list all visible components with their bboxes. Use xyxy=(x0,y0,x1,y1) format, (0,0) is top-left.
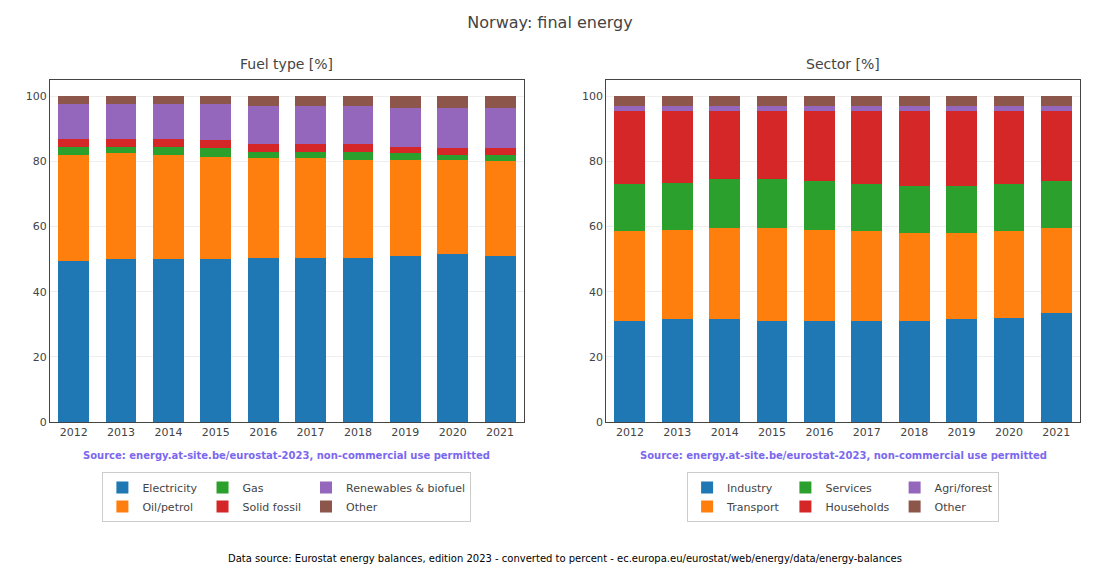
svg-text:2018: 2018 xyxy=(900,426,928,439)
svg-text:2021: 2021 xyxy=(486,426,514,439)
svg-text:2015: 2015 xyxy=(758,426,786,439)
svg-text:80: 80 xyxy=(589,155,603,168)
svg-text:Services: Services xyxy=(825,482,872,495)
svg-text:Data source: Eurostat energy b: Data source: Eurostat energy balances, e… xyxy=(228,553,902,564)
svg-text:60: 60 xyxy=(33,220,47,233)
svg-text:Other: Other xyxy=(935,501,967,514)
svg-text:Agri/forest: Agri/forest xyxy=(935,482,993,495)
svg-text:2016: 2016 xyxy=(249,426,277,439)
svg-text:2017: 2017 xyxy=(853,426,881,439)
svg-text:2020: 2020 xyxy=(995,426,1023,439)
svg-text:100: 100 xyxy=(582,90,603,103)
svg-text:Solid fossil: Solid fossil xyxy=(243,501,301,514)
svg-text:2012: 2012 xyxy=(60,426,88,439)
svg-text:Other: Other xyxy=(346,501,378,514)
svg-text:Sector [%]: Sector [%] xyxy=(806,56,880,72)
svg-text:0: 0 xyxy=(40,416,47,429)
svg-text:Oil/petrol: Oil/petrol xyxy=(142,501,193,514)
svg-text:Source: energy.at-site.be/euro: Source: energy.at-site.be/eurostat-2023,… xyxy=(83,450,490,461)
svg-text:2020: 2020 xyxy=(439,426,467,439)
svg-text:2013: 2013 xyxy=(663,426,691,439)
svg-text:Fuel type [%]: Fuel type [%] xyxy=(240,56,333,72)
svg-text:0: 0 xyxy=(596,416,603,429)
svg-text:2021: 2021 xyxy=(1042,426,1070,439)
svg-text:80: 80 xyxy=(33,155,47,168)
svg-text:Renewables & biofuel: Renewables & biofuel xyxy=(346,482,465,495)
svg-text:2017: 2017 xyxy=(297,426,325,439)
svg-text:2015: 2015 xyxy=(202,426,230,439)
svg-text:2014: 2014 xyxy=(711,426,739,439)
svg-text:Electricity: Electricity xyxy=(142,482,197,495)
svg-text:20: 20 xyxy=(589,351,603,364)
svg-text:Transport: Transport xyxy=(726,501,779,514)
svg-text:20: 20 xyxy=(33,351,47,364)
svg-text:Norway: final energy: Norway: final energy xyxy=(467,13,632,32)
svg-text:Households: Households xyxy=(825,501,889,514)
svg-text:40: 40 xyxy=(33,286,47,299)
svg-text:2018: 2018 xyxy=(344,426,372,439)
svg-text:Source: energy.at-site.be/euro: Source: energy.at-site.be/eurostat-2023,… xyxy=(640,450,1047,461)
svg-text:60: 60 xyxy=(589,220,603,233)
svg-text:2019: 2019 xyxy=(391,426,419,439)
svg-text:2019: 2019 xyxy=(948,426,976,439)
svg-text:2014: 2014 xyxy=(154,426,182,439)
svg-text:2012: 2012 xyxy=(616,426,644,439)
svg-text:2013: 2013 xyxy=(107,426,135,439)
svg-text:Industry: Industry xyxy=(727,482,773,495)
svg-text:Gas: Gas xyxy=(243,482,264,495)
svg-text:100: 100 xyxy=(26,90,47,103)
svg-text:2016: 2016 xyxy=(805,426,833,439)
svg-text:40: 40 xyxy=(589,286,603,299)
